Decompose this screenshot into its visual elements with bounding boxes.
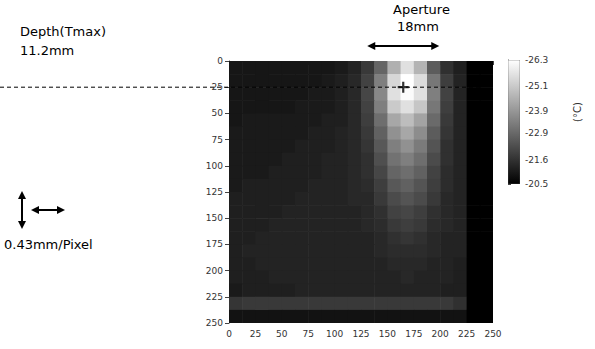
svg-text:Depth(Tmax): Depth(Tmax) [20, 24, 106, 39]
svg-text:225: 225 [206, 292, 223, 302]
svg-text:Aperture: Aperture [393, 2, 450, 17]
svg-text:175: 175 [206, 239, 223, 249]
svg-text:-20.5: -20.5 [525, 179, 548, 189]
svg-text:125: 125 [352, 329, 369, 339]
svg-text:75: 75 [212, 135, 223, 145]
svg-text:200: 200 [432, 329, 449, 339]
svg-text:250: 250 [206, 318, 223, 328]
svg-text:125: 125 [206, 187, 223, 197]
svg-text:50: 50 [212, 108, 224, 118]
svg-text:(°C): (°C) [572, 102, 583, 122]
svg-text:-22.9: -22.9 [525, 128, 549, 138]
svg-text:-26.3: -26.3 [525, 55, 548, 65]
svg-text:-25.1: -25.1 [525, 81, 548, 91]
svg-text:0: 0 [217, 56, 223, 66]
svg-text:-21.6: -21.6 [525, 155, 549, 165]
svg-text:75: 75 [302, 329, 313, 339]
svg-text:200: 200 [206, 266, 223, 276]
svg-text:175: 175 [405, 329, 422, 339]
svg-text:100: 100 [206, 161, 223, 171]
svg-text:150: 150 [379, 329, 396, 339]
svg-text:0: 0 [226, 329, 232, 339]
svg-text:100: 100 [326, 329, 343, 339]
svg-text:-23.9: -23.9 [525, 106, 549, 116]
svg-text:25: 25 [250, 329, 261, 339]
svg-text:250: 250 [484, 329, 501, 339]
svg-text:225: 225 [458, 329, 475, 339]
svg-text:18mm: 18mm [397, 19, 439, 34]
svg-text:150: 150 [206, 213, 223, 223]
svg-text:50: 50 [276, 329, 288, 339]
svg-text:0.43mm/Pixel: 0.43mm/Pixel [4, 237, 93, 252]
svg-text:25: 25 [211, 82, 223, 93]
svg-text:11.2mm: 11.2mm [20, 43, 74, 58]
